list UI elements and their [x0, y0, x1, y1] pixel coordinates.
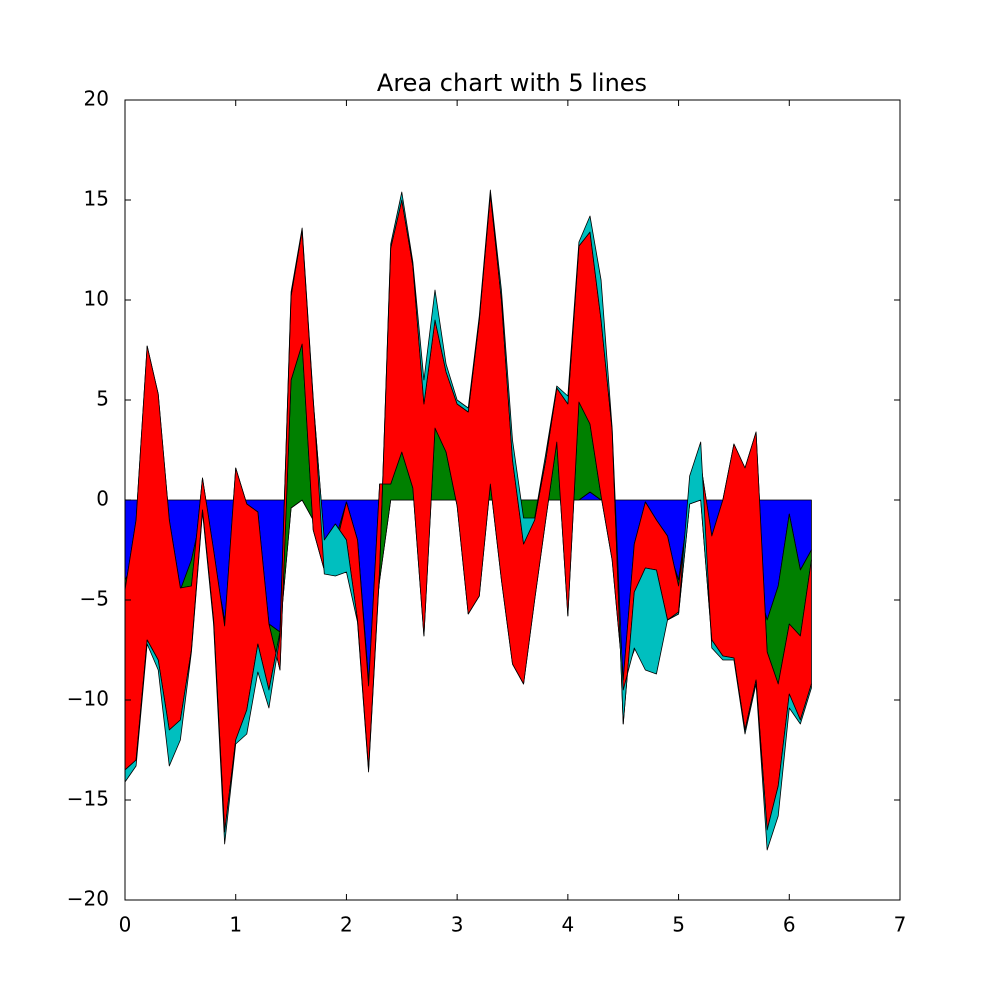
area — [124, 189, 812, 851]
y-tick-label: 5 — [96, 387, 109, 411]
x-tick-label: 5 — [672, 913, 685, 937]
x-tick-label: 4 — [561, 913, 574, 937]
y-tick-label: 0 — [96, 487, 109, 511]
x-tick-label: 1 — [229, 913, 242, 937]
x-tick-label: 3 — [451, 913, 464, 937]
y-tick-label: −15 — [67, 787, 109, 811]
y-tick-label: 10 — [84, 287, 109, 311]
chart-title: Area chart with 5 lines — [377, 69, 647, 97]
y-tick-label: 15 — [84, 187, 109, 211]
y-tick-label: 20 — [84, 87, 109, 111]
x-tick-label: 2 — [340, 913, 353, 937]
x-tick-label: 7 — [894, 913, 907, 937]
y-tick-label: −20 — [67, 887, 109, 911]
y-tick-label: −5 — [80, 587, 109, 611]
x-tick-label: 6 — [783, 913, 796, 937]
y-tick-label: −10 — [67, 687, 109, 711]
x-tick-label: 0 — [119, 913, 132, 937]
